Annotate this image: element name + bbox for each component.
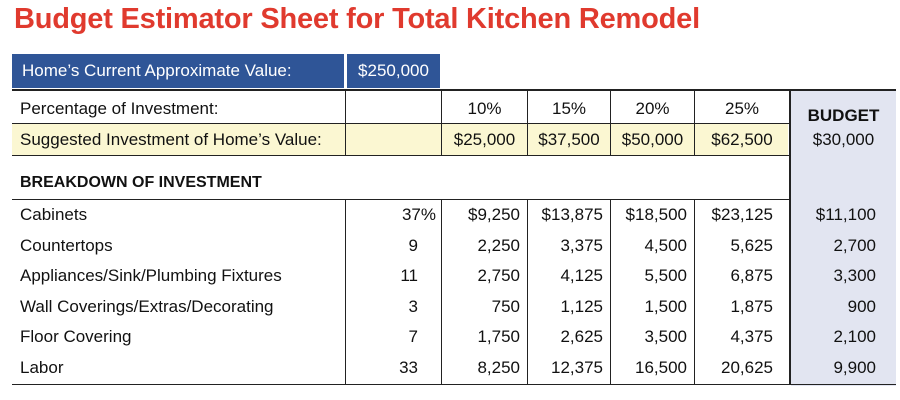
- rule-below-breakdown-header: [12, 199, 789, 200]
- row-pct: 3: [408, 297, 418, 316]
- row-v20: 5,500: [644, 266, 687, 285]
- col-divider-15-upper: [527, 90, 528, 155]
- col-divider-25-lower: [694, 199, 695, 384]
- row-v10: 750: [491, 297, 520, 316]
- rule-below-percentages: [12, 123, 789, 124]
- budget-header: BUDGET: [807, 106, 880, 125]
- row-budget: 900: [847, 297, 876, 316]
- pct-15-header: 15%: [551, 99, 587, 118]
- row-item: Cabinets: [20, 205, 88, 224]
- col-divider-pct-upper: [345, 90, 346, 155]
- row-budget: 3,300: [833, 266, 876, 285]
- col-divider-pct-lower: [345, 199, 346, 384]
- row-item: Wall Coverings/Extras/Decorating: [20, 297, 274, 316]
- budget-total: $30,000: [812, 130, 875, 149]
- col-divider-20-upper: [610, 90, 611, 155]
- row-v25: 5,625: [730, 236, 773, 255]
- rule-top: [12, 89, 896, 91]
- row-v15: $13,875: [541, 205, 603, 224]
- suggested-20: $50,000: [621, 130, 684, 149]
- row-item: Labor: [20, 358, 64, 377]
- rule-below-suggested: [12, 155, 789, 156]
- row-budget: 2,700: [833, 236, 876, 255]
- row-v20: 16,500: [635, 358, 687, 377]
- row-v25: $23,125: [711, 205, 773, 224]
- row-v20: 1,500: [644, 297, 687, 316]
- col-divider-10-upper: [441, 90, 442, 155]
- row-v10: 2,250: [477, 236, 520, 255]
- row-item: Appliances/Sink/Plumbing Fixtures: [20, 266, 282, 285]
- row-budget: 2,100: [833, 327, 876, 346]
- row-v15: 1,125: [560, 297, 603, 316]
- row-v15: 12,375: [551, 358, 603, 377]
- rule-bottom: [12, 384, 896, 385]
- row-item: Countertops: [20, 236, 113, 255]
- home-value-amount: $250,000: [347, 54, 440, 88]
- pct-25-header: 25%: [724, 99, 760, 118]
- budget-column-background: [791, 91, 896, 386]
- pct-10-header: 10%: [467, 99, 502, 118]
- row-pct: 7: [408, 327, 418, 346]
- percentage-label: Percentage of Investment:: [20, 99, 219, 118]
- row-v20: 3,500: [644, 327, 687, 346]
- col-divider-20-lower: [610, 199, 611, 384]
- row-pct: 9: [408, 236, 418, 255]
- row-v25: 6,875: [730, 266, 773, 285]
- row-budget: $11,100: [815, 205, 876, 224]
- suggested-investment-row-background: [12, 124, 788, 155]
- row-v10: 8,250: [477, 358, 520, 377]
- row-v25: 20,625: [721, 358, 773, 377]
- suggested-10: $25,000: [453, 130, 516, 149]
- row-v15: 4,125: [560, 266, 603, 285]
- row-pct: 11: [400, 266, 418, 285]
- row-v15: 3,375: [560, 236, 603, 255]
- col-divider-25-upper: [694, 90, 695, 155]
- home-value-label: Home’s Current Approximate Value:: [12, 54, 344, 88]
- suggested-15: $37,500: [538, 130, 600, 149]
- pct-20-header: 20%: [635, 99, 670, 118]
- col-divider-10-lower: [441, 199, 442, 384]
- row-budget: 9,900: [833, 358, 876, 377]
- row-v20: $18,500: [625, 205, 687, 224]
- row-v10: 2,750: [477, 266, 520, 285]
- row-item: Floor Covering: [20, 327, 132, 346]
- suggested-25: $62,500: [711, 130, 773, 149]
- row-v10: $9,250: [468, 205, 520, 224]
- row-v20: 4,500: [644, 236, 687, 255]
- home-value-divider: [345, 54, 346, 88]
- row-v25: 1,875: [730, 297, 773, 316]
- row-v25: 4,375: [730, 327, 773, 346]
- suggested-investment-label: Suggested Investment of Home’s Value:: [20, 130, 322, 149]
- row-pct: 37%: [401, 205, 436, 224]
- row-pct: 33: [399, 358, 418, 377]
- col-divider-15-lower: [527, 199, 528, 384]
- row-v10: 1,750: [477, 327, 520, 346]
- breakdown-header: BREAKDOWN OF INVESTMENT: [20, 174, 262, 191]
- budget-column-divider: [789, 90, 791, 385]
- sheet-title: Budget Estimator Sheet for Total Kitchen…: [14, 3, 700, 35]
- row-v15: 2,625: [560, 327, 603, 346]
